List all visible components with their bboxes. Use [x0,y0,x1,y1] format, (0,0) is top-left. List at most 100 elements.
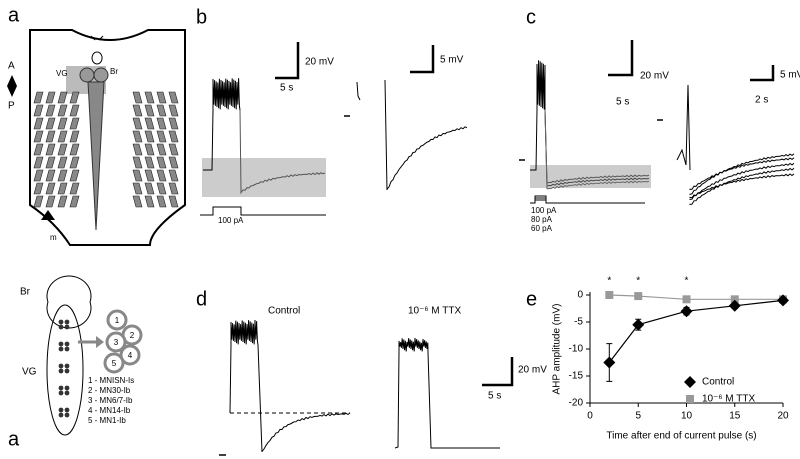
muscle [69,143,80,156]
trace [229,344,232,414]
vg-outline [46,304,84,436]
trace [257,344,263,453]
orientation-arrow [7,75,17,97]
label: 5 mV [780,70,800,81]
series-line [608,299,784,363]
legend-label: Control [702,377,734,388]
muscle [57,182,68,195]
muscle [45,117,56,130]
muscle [69,91,80,104]
significance-star: * [636,276,640,287]
data-point [728,299,741,312]
neuron-dot [58,368,64,374]
data-point [634,292,643,301]
significance-star: * [607,276,611,287]
muscle [132,156,143,169]
muscle [156,143,167,156]
muscle [45,91,56,104]
trace [530,109,538,171]
trace [398,337,429,353]
muscle [57,156,68,169]
highlight-box [202,158,326,197]
muscle [168,143,179,156]
label: P [8,101,15,112]
trace [546,177,650,187]
label: Control [268,306,300,317]
y-tick-label: 0 [577,290,583,301]
trace [689,167,795,205]
label: 60 pA [531,224,553,233]
neuron-dot [64,319,70,325]
muscle [45,104,56,117]
label: 5 [112,359,117,368]
label: 2 [130,331,135,340]
muscle [57,169,68,182]
trace [240,172,326,195]
muscle [156,195,167,208]
label: 20 mV [518,365,547,376]
brain-lobe [79,67,95,83]
muscle [168,130,179,143]
scale-bar [608,40,634,77]
trace [203,109,214,171]
neuron-dot [64,407,70,413]
muscle [132,169,143,182]
muscle [69,182,80,195]
muscle [33,91,44,104]
neuron-dot [58,363,64,369]
muscle [69,104,80,117]
label: 2 s [755,95,768,106]
muscle [168,117,179,130]
neuron-dot [58,412,64,418]
x-tick-label: 10 [681,411,693,422]
label: a [8,4,20,26]
trace [427,351,500,449]
muscle [69,156,80,169]
muscle [144,117,155,130]
y-tick-label: -20 [569,398,584,409]
label: 4 - MN14-Ib [88,406,131,415]
muscle [57,143,68,156]
muscle [69,195,80,208]
muscle [33,104,44,117]
muscle [45,182,56,195]
neuron-dot [64,363,70,369]
muscle [57,195,68,208]
muscle [33,156,44,169]
neuron-dot [64,412,70,418]
muscle [132,91,143,104]
muscle [144,169,155,182]
label: 1 [115,316,120,325]
muscle [144,91,155,104]
neuron-dot [64,390,70,396]
label: 5 mV [440,55,464,66]
data-point [680,305,693,318]
muscle [156,117,167,130]
trace [230,319,259,346]
larva-outline [29,29,186,246]
trace [689,173,795,199]
neuron-circle [103,352,125,374]
x-tick-label: 0 [587,411,593,422]
muscle [45,156,56,169]
legend-marker [686,395,694,403]
muscle [33,169,44,182]
y-tick-label: -15 [569,371,584,382]
data-point [605,291,614,299]
muscle [132,130,143,143]
neuron-dot [58,319,64,325]
scale-bar [275,42,300,80]
label: 3 - MN6/7-Ib [88,396,133,405]
data-point [730,295,739,304]
legend-label: 10⁻⁶ M TTX [702,394,755,405]
neuron-circle [119,344,141,366]
scale-bar [482,357,514,387]
muscle [156,130,167,143]
x-tick-label: 15 [729,411,741,422]
arrow-head [96,336,104,348]
label: 10⁻⁶ M TTX [408,306,461,317]
neuron-dot [64,324,70,330]
neuron-dot [64,385,70,391]
x-tick-label: 20 [777,411,789,422]
label: VG [56,69,68,78]
